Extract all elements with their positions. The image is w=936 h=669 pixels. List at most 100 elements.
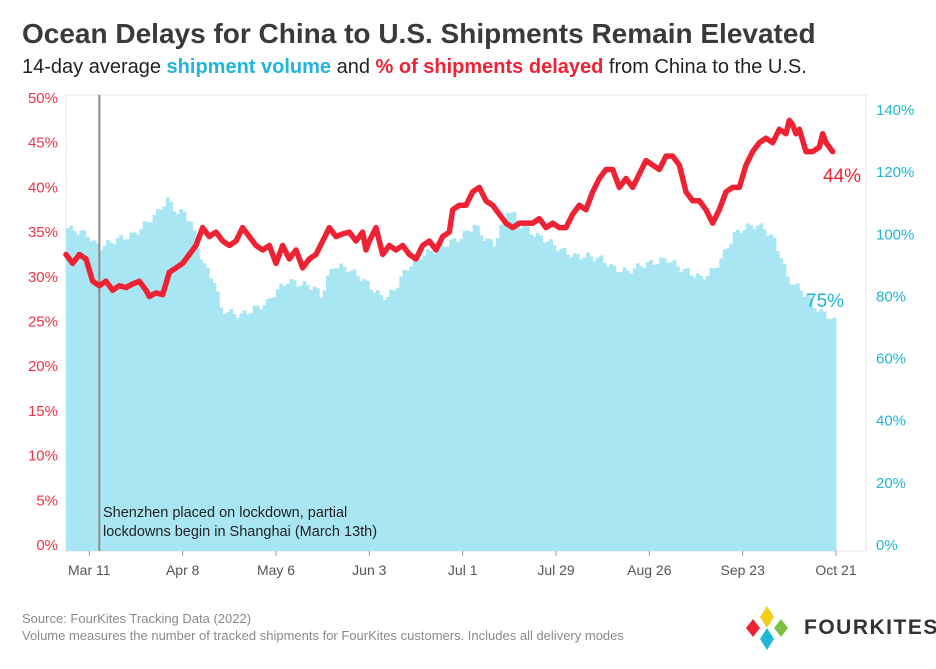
volume-bar <box>96 243 100 551</box>
volume-bar <box>139 229 144 552</box>
volume-bar <box>252 305 257 551</box>
delayed-end-label: 44% <box>823 166 861 187</box>
volume-bar <box>146 221 150 551</box>
right-tick-label: 120% <box>876 164 914 181</box>
volume-bar <box>486 238 490 552</box>
volume-bar <box>229 309 234 551</box>
volume-bar <box>629 273 634 551</box>
volume-bar <box>369 289 374 551</box>
volume-bar <box>662 258 667 551</box>
volume-bar <box>326 275 330 551</box>
volume-bar <box>832 317 837 551</box>
volume-bar <box>556 251 560 551</box>
volume-bar <box>626 270 630 551</box>
volume-bar <box>69 225 74 551</box>
volume-bar <box>399 276 404 551</box>
volume-bar <box>672 260 677 551</box>
volume-bar <box>502 217 507 551</box>
volume-bar <box>269 298 274 551</box>
volume-bar <box>472 224 477 551</box>
right-tick-label: 80% <box>876 288 906 305</box>
volume-bar <box>116 238 120 551</box>
volume-bar <box>122 239 127 551</box>
volume-bar <box>496 237 500 552</box>
volume-bar <box>659 257 664 551</box>
volume-bar <box>716 267 720 551</box>
volume-bar <box>289 278 294 551</box>
volume-bar <box>392 290 397 551</box>
volume-bar <box>316 288 320 551</box>
volume-bar <box>606 267 610 551</box>
volume-bar <box>66 228 70 551</box>
volume-bar <box>782 263 787 551</box>
volume-bar <box>322 290 327 551</box>
volume-bar <box>596 257 600 551</box>
volume-bar <box>92 240 97 551</box>
volume-bar <box>112 244 117 551</box>
volume-bar <box>156 209 160 551</box>
footer-source: Source: FourKites Tracking Data (2022) V… <box>22 610 624 644</box>
volume-bar <box>422 255 427 551</box>
x-tick-label: Aug 26 <box>627 562 672 578</box>
volume-bar <box>692 277 697 551</box>
volume-bar <box>639 266 644 551</box>
volume-bar <box>582 257 587 551</box>
volume-bar <box>546 241 550 551</box>
volume-bar <box>552 245 557 551</box>
chart-title: Ocean Delays for China to U.S. Shipments… <box>22 18 816 49</box>
volume-bar <box>576 253 580 551</box>
volume-bar <box>376 290 380 551</box>
volume-bar <box>319 297 324 551</box>
volume-bar <box>346 272 350 551</box>
volume-bar <box>76 234 80 551</box>
volume-bar <box>192 230 197 551</box>
volume-bar <box>236 317 240 551</box>
volume-bar <box>199 259 204 551</box>
volume-bar <box>356 276 360 551</box>
volume-bar <box>276 289 280 551</box>
volume-bar <box>259 309 264 551</box>
volume-bar <box>152 214 157 551</box>
volume-bar <box>212 282 217 551</box>
volume-bar <box>809 297 814 551</box>
left-tick-label: 10% <box>28 448 58 465</box>
x-tick-label: Jul 29 <box>537 562 575 578</box>
volume-bar <box>136 234 140 551</box>
volume-bar <box>489 239 494 551</box>
volume-bar <box>586 252 590 551</box>
volume-bar <box>789 284 794 551</box>
subtitle-volume: shipment volume <box>166 56 332 78</box>
volume-bar <box>222 314 227 551</box>
volume-bar <box>479 235 484 551</box>
volume-bar <box>449 239 454 551</box>
volume-bar <box>779 258 784 551</box>
left-tick-label: 0% <box>36 537 58 554</box>
volume-bar <box>162 206 167 551</box>
x-tick-label: Jul 1 <box>448 562 478 578</box>
volume-bar <box>829 319 834 551</box>
volume-bar <box>386 297 390 551</box>
volume-bar <box>219 307 224 551</box>
volume-bar <box>159 209 164 551</box>
volume-bar <box>709 267 714 551</box>
volume-bar <box>756 225 760 551</box>
volume-bar <box>759 223 764 552</box>
volume-bar <box>342 266 347 551</box>
right-tick-label: 100% <box>876 226 914 243</box>
volume-bar <box>209 278 214 551</box>
volume-bar <box>796 283 800 551</box>
volume-bars <box>66 197 837 552</box>
volume-bar <box>169 201 174 551</box>
volume-bar <box>766 235 770 551</box>
volume-bar <box>542 242 547 552</box>
left-tick-label: 30% <box>28 269 58 286</box>
right-tick-label: 0% <box>876 537 898 554</box>
volume-bar <box>182 211 187 551</box>
volume-bar <box>612 265 617 551</box>
volume-bar <box>726 248 730 551</box>
volume-bar <box>266 298 270 551</box>
volume-bar <box>732 231 737 552</box>
x-tick-label: May 6 <box>257 562 295 578</box>
volume-bar <box>562 247 567 551</box>
volume-bar <box>352 269 357 551</box>
